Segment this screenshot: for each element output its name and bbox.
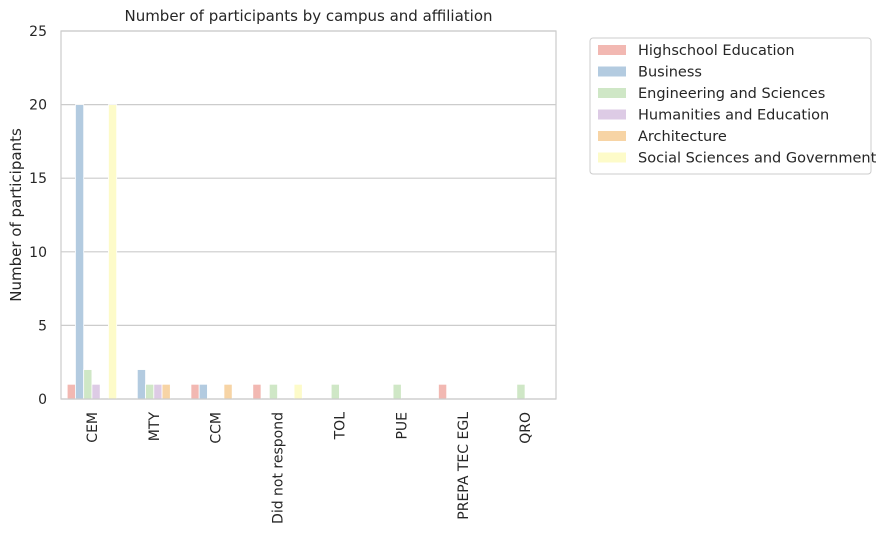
legend-label: Architecture bbox=[638, 129, 727, 145]
x-tick-label: MTY bbox=[147, 412, 163, 442]
bar bbox=[91, 383, 101, 400]
x-tick-label: CEM bbox=[85, 412, 101, 443]
legend-frame bbox=[589, 37, 872, 175]
bar bbox=[198, 383, 208, 400]
bar bbox=[268, 383, 278, 400]
y-tick-label: 20 bbox=[29, 98, 47, 114]
legend-swatch bbox=[598, 45, 626, 55]
bar bbox=[145, 383, 155, 400]
y-tick-label: 0 bbox=[38, 392, 47, 408]
x-tick-label: Did not respond bbox=[271, 412, 287, 524]
bar bbox=[153, 383, 163, 400]
bar bbox=[190, 383, 200, 400]
x-tick-labels: CEM MTY CCM Did not respond TOL PUE PREPA TEC … bbox=[85, 412, 534, 524]
y-tick-label: 15 bbox=[29, 171, 47, 187]
bar bbox=[392, 383, 402, 400]
legend-swatch bbox=[598, 66, 626, 77]
legend-label: Business bbox=[638, 65, 702, 81]
bar bbox=[136, 369, 146, 400]
bar bbox=[252, 383, 262, 400]
legend: Highschool Education Business Engineering … bbox=[589, 37, 877, 175]
legend-swatch bbox=[598, 109, 626, 120]
legend-swatch bbox=[598, 88, 626, 98]
x-tick-label: PREPA TEC EGL bbox=[456, 412, 472, 520]
y-axis-label: Number of participants bbox=[7, 128, 25, 302]
legend-swatch bbox=[598, 152, 626, 163]
x-tick-label: QRO bbox=[518, 412, 534, 444]
y-tick-label: 25 bbox=[29, 24, 47, 40]
y-tick-label: 10 bbox=[29, 245, 47, 261]
x-tick-label: PUE bbox=[394, 412, 410, 440]
y-tick-labels: 0 5 10 15 20 25 bbox=[29, 24, 47, 408]
legend-label: Engineering and Sciences bbox=[638, 86, 825, 102]
bar bbox=[83, 369, 93, 400]
bar bbox=[516, 383, 526, 400]
x-tick-label: TOL bbox=[332, 412, 348, 441]
bar bbox=[293, 383, 303, 400]
bar bbox=[75, 104, 85, 400]
chart-title: Number of participants by campus and aff… bbox=[124, 7, 492, 25]
plot-frame bbox=[60, 30, 557, 400]
bar bbox=[438, 383, 448, 400]
grid-lines bbox=[61, 30, 556, 400]
bar bbox=[330, 383, 340, 400]
legend-label: Highschool Education bbox=[638, 43, 795, 59]
bar bbox=[161, 383, 171, 400]
bar bbox=[108, 104, 118, 400]
legend-label: Humanities and Education bbox=[638, 108, 829, 124]
x-tick-label: CCM bbox=[209, 412, 225, 444]
legend-swatch bbox=[598, 131, 626, 141]
bar bbox=[66, 383, 76, 400]
y-tick-label: 5 bbox=[38, 318, 47, 334]
bar bbox=[223, 383, 233, 400]
legend-label: Social Sciences and Government bbox=[638, 151, 877, 167]
